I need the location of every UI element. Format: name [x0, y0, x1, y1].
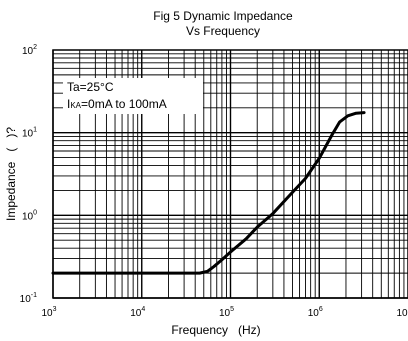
x-tick-label: 107: [396, 306, 408, 319]
x-tick-base: 10: [219, 308, 231, 319]
x-tick-exponent: 3: [53, 306, 57, 313]
x-tick-base: 10: [308, 308, 320, 319]
annotation-current-range: =0mA to 100mA: [81, 97, 167, 111]
y-tick-label: 102: [22, 44, 37, 57]
y-axis-label: Impedance ( )?: [4, 127, 18, 221]
annotation-background: [63, 78, 203, 114]
x-tick-base: 10: [41, 308, 53, 319]
y-tick-exponent: 1: [33, 127, 37, 134]
y-tick-base: 10: [22, 46, 34, 57]
y-tick-label: 101: [22, 127, 37, 140]
annotation-box: Ta=25°C IKA=0mA to 100mA: [63, 78, 203, 114]
annotation-temperature: Ta=25°C: [67, 80, 114, 94]
y-tick-base: 10: [20, 294, 32, 305]
y-tick-exponent: 2: [33, 44, 37, 51]
x-tick-label: 104: [130, 306, 145, 319]
x-tick-exponent: 5: [230, 306, 234, 313]
y-tick-label: 10-1: [20, 292, 37, 305]
annotation-current-subscript: KA: [70, 101, 81, 110]
chart-title-line2: Vs Frequency: [186, 24, 260, 38]
plot-frame: [52, 49, 408, 299]
x-tick-base: 10: [130, 308, 142, 319]
x-tick-labels: 103104105106107: [41, 306, 408, 319]
chart-title-line1: Fig 5 Dynamic Impedance: [153, 9, 293, 23]
impedance-curve: [51, 111, 366, 275]
x-tick-label: 105: [219, 306, 234, 319]
y-tick-base: 10: [22, 129, 34, 140]
x-tick-label: 103: [41, 306, 56, 319]
y-tick-base: 10: [22, 211, 34, 222]
x-tick-exponent: 4: [141, 306, 145, 313]
y-tick-exponent: 0: [33, 209, 37, 216]
annotation-current-prefix: I: [67, 97, 70, 111]
x-tick-exponent: 6: [319, 306, 323, 313]
x-axis-label: Frequency (Hz): [171, 323, 260, 337]
y-tick-exponent: -1: [31, 292, 37, 299]
x-tick-label: 106: [308, 306, 323, 319]
y-tick-label: 100: [22, 209, 37, 222]
annotation-current: IKA=0mA to 100mA: [67, 97, 167, 111]
x-tick-base: 10: [396, 308, 408, 319]
